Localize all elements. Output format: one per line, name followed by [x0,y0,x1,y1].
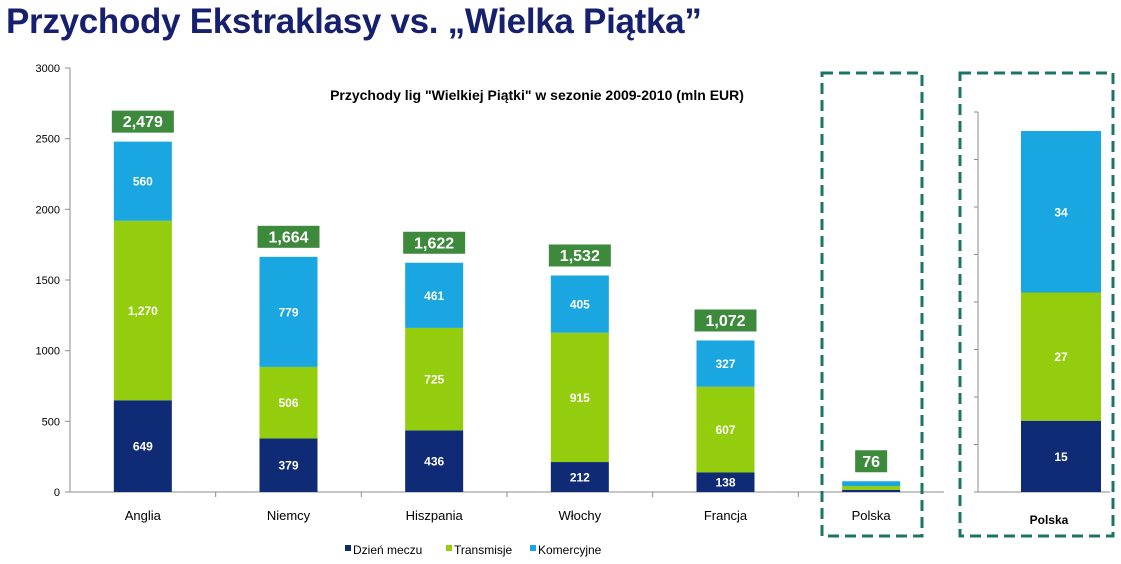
y-tick-label: 2000 [36,204,60,216]
polska-zoom-box [958,71,1115,538]
chart-title: Przychody lig "Wielkiej Piątki" w sezoni… [330,87,744,103]
total-label: 2,479 [123,114,163,131]
bar-francja-komercyjne [696,340,755,387]
bar-polska-dzien-meczu [842,489,901,492]
polska-highlight-box [820,71,924,538]
bar-value-label: 1,270 [128,304,158,318]
bar-value-label: 436 [424,455,444,469]
x-tick-label: Hiszpania [406,508,464,523]
y-tick-label: 0 [54,487,60,499]
bar-value-label: 506 [278,396,298,410]
bar-wlochy-transmisje [550,332,609,463]
x-tick-label: Niemcy [267,508,311,523]
y-tick-label: 500 [42,416,60,428]
total-badge-niemcy [257,225,320,248]
zoom-bar-value-label: 27 [1054,350,1068,364]
bar-hiszpania-transmisje [405,327,464,431]
bar-niemcy-komercyjne [259,256,318,367]
legend-swatch-komercyjne [530,545,536,551]
y-tick-label: 2500 [36,134,60,146]
bar-value-label: 212 [570,471,590,485]
total-label: 1,072 [705,313,745,330]
total-badge-francja [694,309,757,332]
x-tick-label: Włochy [559,508,602,523]
legend-label: Dzień meczu [353,543,422,557]
zoom-bar-value-label: 34 [1054,205,1068,219]
legend-label: Transmisje [454,543,513,557]
y-tick-label: 1500 [36,275,60,287]
y-tick-label: 3000 [36,63,60,75]
legend: Dzień meczu Transmisje Komercyjne [345,543,602,557]
total-badge-wlochy [548,244,611,267]
zoom-bar-komercyjne [1021,131,1101,293]
bar-wlochy-dzien-meczu [550,462,609,492]
bar-hiszpania-dzien-meczu [405,430,464,492]
zoom-bar-transmisje [1021,292,1101,421]
bar-value-label: 327 [715,357,735,371]
x-tick-label: Polska [852,508,892,523]
bar-value-label: 138 [715,476,735,490]
bar-value-label: 725 [424,373,444,387]
total-badge-hiszpania [403,231,466,254]
bar-value-label: 405 [570,298,590,312]
bar-value-label: 461 [424,289,444,303]
bar-value-label: 649 [133,440,153,454]
x-tick-label: Anglia [125,508,162,523]
zoom-bar-dzien-meczu [1021,420,1101,492]
bar-niemcy-dzien-meczu [259,438,318,492]
zoom-bar-value-label: 15 [1054,450,1068,464]
y-tick-label: 1000 [36,346,60,358]
bar-value-label: 779 [278,305,298,319]
total-badge-polska [855,450,888,473]
zoom-x-tick-label: Polska [1030,513,1069,527]
bar-anglia-transmisje [113,220,172,401]
total-label: 1,622 [414,235,454,252]
legend-swatch-transmisje [446,545,452,551]
total-label: 1,664 [268,229,308,246]
bar-niemcy-transmisje [259,366,318,439]
bar-francja-dzien-meczu [696,472,755,492]
bar-francja-transmisje [696,386,755,473]
bar-value-label: 607 [715,423,735,437]
bar-value-label: 560 [133,175,153,189]
bar-value-label: 379 [278,459,298,473]
legend-label: Komercyjne [538,543,602,557]
main-chart-bars [113,141,901,492]
total-label: 76 [862,454,880,471]
bar-anglia-komercyjne [113,141,172,221]
bar-hiszpania-komercyjne [405,262,464,328]
total-badge-anglia [111,110,174,133]
main-chart-axes: 0 500 1000 1500 2000 2500 3000 Anglia Niemcy Hisz… [36,63,944,523]
bar-polska-transmisje [842,486,901,490]
bar-polska-komercyjne [842,481,901,487]
polska-zoom-chart: 15 27 34 Polska [974,111,1110,527]
bar-value-label: 915 [570,391,590,405]
slide-title: Przychody Ekstraklasy vs. „Wielka Piątka… [6,2,702,41]
bar-wlochy-komercyjne [550,275,609,333]
total-label: 1,532 [560,248,600,265]
x-tick-label: Francja [704,508,748,523]
legend-swatch-dzien-meczu [345,545,351,551]
bar-anglia-dzien-meczu [113,400,172,492]
main-chart-labels: 649 1,270 560 2,479 379 506 779 1,664 436 725 461 1… [111,110,888,490]
